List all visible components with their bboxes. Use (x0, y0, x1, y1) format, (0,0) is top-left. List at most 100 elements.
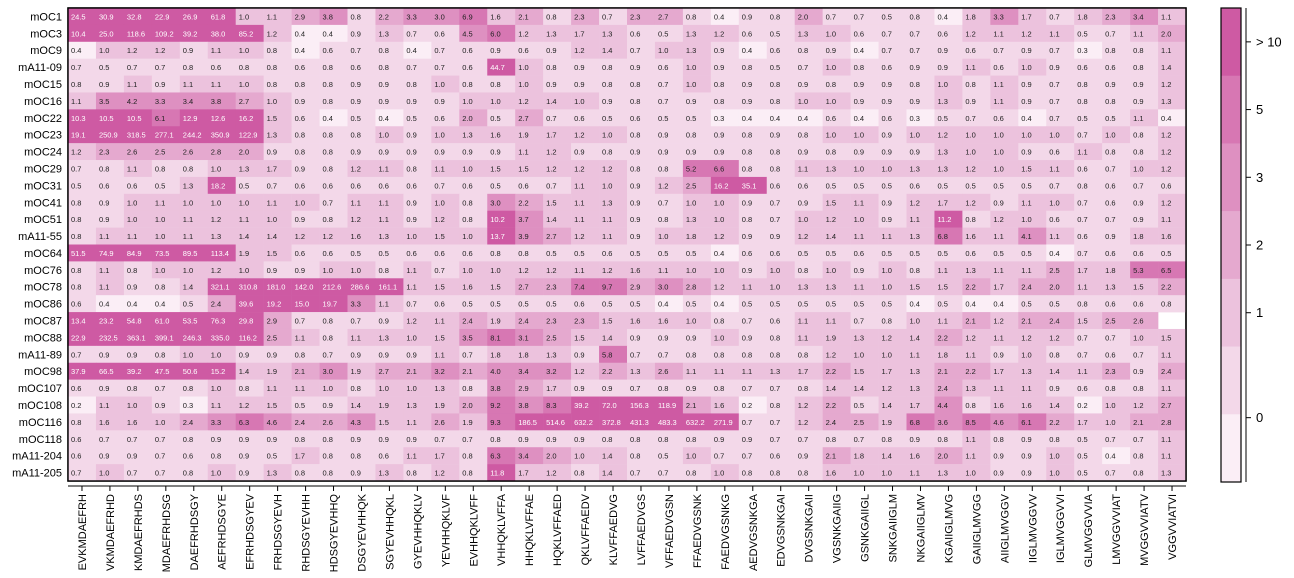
cell-value-label: 1.2 (574, 46, 584, 55)
heatmap-cell (291, 109, 320, 127)
heatmap-cell (431, 193, 460, 212)
cell-value-label: 1.3 (267, 469, 277, 478)
cell-value-label: 2.4 (518, 317, 528, 326)
cell-value-label: 2.7 (546, 232, 556, 241)
heatmap-cell (1074, 24, 1103, 43)
cell-value-label: 1.4 (602, 46, 612, 55)
cell-value-label: 1.1 (574, 266, 584, 275)
cell-value-label: 1.1 (993, 80, 1003, 89)
cell-value-label: 0.9 (686, 333, 696, 342)
cell-value-label: 1.0 (658, 46, 668, 55)
cell-value-label: 3.2 (546, 367, 556, 376)
heatmap-cell (151, 24, 181, 43)
cell-value-label: 1.1 (658, 266, 668, 275)
cell-value-label: 0.9 (406, 97, 416, 106)
cell-value-label: 0.5 (183, 300, 193, 309)
cell-value-label: 0.5 (826, 300, 836, 309)
cell-value-label: 0.8 (1077, 181, 1087, 190)
heatmap-cell (1074, 210, 1103, 228)
cell-value-label: 0.4 (854, 46, 864, 55)
cell-value-label: 0.7 (546, 181, 556, 190)
cell-value-label: 0.6 (770, 46, 780, 55)
cell-value-label: 0.7 (434, 63, 444, 72)
heatmap-cell (487, 143, 516, 161)
heatmap-cell (1102, 109, 1131, 127)
heatmap-cell (543, 193, 572, 212)
cell-value-label: 1.4 (1049, 367, 1059, 376)
cell-value-label: 0.5 (518, 300, 528, 309)
cell-value-label: 1.0 (854, 350, 864, 359)
heatmap-cell (571, 24, 600, 43)
heatmap-cell (151, 328, 181, 347)
cell-value-label: 1.0 (714, 333, 724, 342)
heatmap-cell (403, 244, 432, 262)
cell-value-label: 1.0 (127, 401, 137, 410)
cell-value-label: 0.9 (910, 97, 920, 106)
cell-value-label: 1.1 (1161, 435, 1171, 444)
cell-value-label: 1.7 (1077, 418, 1087, 427)
cell-value-label: 514.6 (546, 418, 565, 427)
cell-value-label: 1.2 (1049, 333, 1059, 342)
cell-value-label: 1.0 (602, 181, 612, 190)
heatmap-cell (934, 109, 963, 127)
cell-value-label: 2.9 (295, 12, 305, 21)
cell-value-label: 0.8 (602, 148, 612, 157)
heatmap-cell (95, 58, 125, 76)
cell-value-label: 2.1 (406, 367, 416, 376)
cell-value-label: 1.0 (686, 452, 696, 461)
heatmap-cell (487, 278, 516, 296)
row-label: mOC76 (24, 265, 62, 277)
heatmap-cell (123, 126, 153, 144)
cell-value-label: 0.8 (602, 63, 612, 72)
heatmap-cell (151, 295, 181, 313)
heatmap-cell (403, 109, 432, 127)
cell-value-label: 0.7 (406, 29, 416, 38)
heatmap-cell (515, 176, 544, 195)
heatmap-cell (1158, 160, 1187, 178)
heatmap-cell (179, 41, 209, 59)
heatmap-cell (934, 295, 963, 313)
heatmap-cell (459, 8, 488, 26)
cell-value-label: 0.7 (434, 266, 444, 275)
cell-value-label: 0.6 (71, 452, 81, 461)
cell-value-label: 0.7 (742, 452, 752, 461)
cell-value-label: 1.6 (490, 131, 500, 140)
column-label: YEVHHQKLVF (440, 494, 452, 567)
heatmap-cell (682, 328, 712, 347)
cell-value-label: 1.0 (826, 29, 836, 38)
cell-value-label: 1.4 (826, 232, 836, 241)
heatmap-cell (738, 58, 768, 76)
cell-value-label: 0.8 (742, 131, 752, 140)
heatmap-cell (654, 227, 684, 245)
heatmap-cell (207, 143, 236, 161)
cell-value-label: 0.8 (630, 452, 640, 461)
heatmap-cell (235, 58, 264, 76)
cell-value-label: 1.4 (239, 232, 249, 241)
column-label: VGSNKGAIIG (832, 494, 844, 563)
heatmap-cell (403, 160, 432, 178)
column-label: SGYEVHHQKL (384, 494, 396, 570)
cell-value-label: 1.7 (267, 164, 277, 173)
heatmap-cell (123, 41, 153, 59)
cell-value-label: 2.1 (462, 367, 472, 376)
cell-value-label: 11.8 (490, 469, 504, 478)
cell-value-label: 0.9 (1105, 232, 1115, 241)
cell-value-label: 0.5 (742, 300, 752, 309)
cell-value-label: 0.9 (490, 148, 500, 157)
column-label: MVGGVVIATV (1139, 493, 1151, 566)
cell-value-label: 0.9 (630, 148, 640, 157)
heatmap-cell (906, 278, 935, 296)
heatmap-cell (1130, 24, 1159, 43)
heatmap-cell (235, 160, 264, 178)
heatmap-cell (599, 143, 628, 161)
cell-value-label: 0.9 (658, 131, 668, 140)
heatmap-cell (487, 75, 516, 93)
cell-value-label: 0.8 (826, 80, 836, 89)
cell-value-label: 19.7 (323, 300, 338, 309)
cell-value-label: 2.6 (183, 148, 193, 157)
heatmap-cell (1158, 295, 1187, 313)
cell-value-label: 1.1 (1049, 232, 1059, 241)
heatmap-cell (822, 244, 851, 262)
heatmap-cell (347, 176, 376, 195)
heatmap-cell (878, 24, 907, 43)
